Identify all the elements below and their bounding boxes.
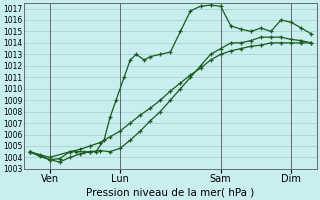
X-axis label: Pression niveau de la mer( hPa ): Pression niveau de la mer( hPa ) (86, 187, 254, 197)
